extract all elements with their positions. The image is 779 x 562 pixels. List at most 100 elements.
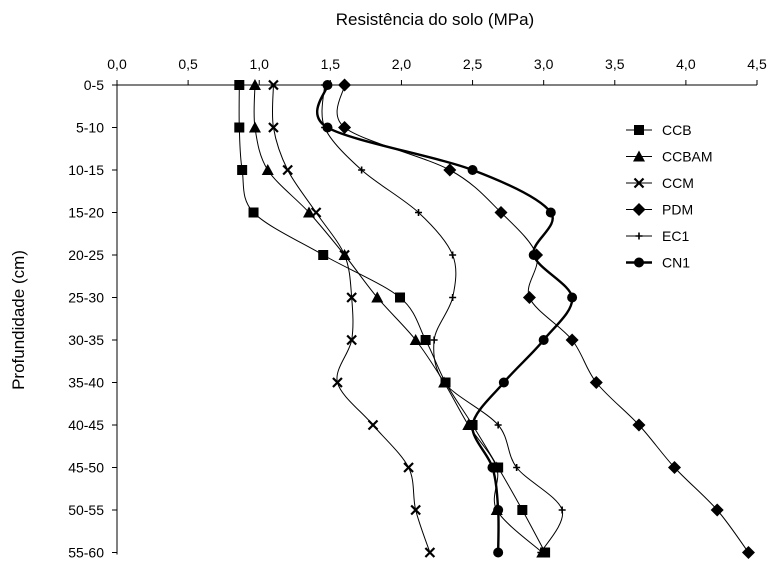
data-point-ccm [346, 334, 357, 346]
x-axis-title: Resistência do solo (MPa) [336, 10, 534, 29]
data-point-cn1 [538, 335, 549, 345]
data-point-cn1 [528, 250, 539, 260]
data-point-cn1 [493, 547, 504, 558]
series-line-ec1 [321, 84, 563, 553]
series-line-ccm [271, 84, 431, 553]
legend-item-ccm: CCM [626, 175, 694, 191]
y-tick-label: 15-20 [68, 205, 104, 221]
legend-marker-pdm [632, 203, 646, 216]
data-point-pdm [338, 78, 352, 92]
data-point-pdm [710, 503, 724, 517]
data-point-ccb [234, 80, 245, 90]
plot-area: 0,0 0,5 1,0 1,5 2,0 2,5 3,0 3,5 4,0 4,5 0-5 5-10 10-… [68, 56, 767, 561]
data-point-ccm [310, 207, 322, 218]
data-point-ec1 [449, 251, 457, 259]
x-tick-label: 3,5 [605, 56, 625, 72]
legend-label-ccm: CCM [662, 175, 694, 191]
data-point-ec1 [513, 464, 521, 471]
data-point-pdm [443, 163, 457, 177]
data-point-ccm [346, 292, 357, 303]
y-tick-label: 50-55 [68, 502, 104, 518]
data-point-ccb [318, 250, 329, 260]
series-cn1 [315, 80, 578, 558]
legend-item-pdm: PDM [626, 202, 693, 218]
data-point-ec1 [449, 294, 457, 301]
data-point-ec1 [358, 166, 366, 174]
x-tick-label: 2,5 [463, 56, 483, 72]
data-point-ccm [332, 377, 343, 388]
data-point-ccb [517, 505, 528, 515]
data-point-ccb [395, 292, 406, 303]
y-tick-label: 20-25 [68, 247, 104, 263]
data-point-ccbam [261, 164, 274, 175]
data-point-ccbam [248, 121, 261, 133]
data-point-pdm [668, 461, 682, 474]
x-tick-label: 0,5 [178, 56, 198, 72]
data-point-ccb [237, 165, 248, 175]
data-point-ccm [339, 249, 350, 261]
data-point-pdm [494, 206, 508, 219]
series-line-ccbam [253, 84, 543, 553]
data-point-ec1 [415, 209, 423, 216]
data-point-pdm [632, 418, 646, 432]
y-tick-label: 45-50 [68, 460, 104, 476]
legend-item-ccb: CCB [626, 122, 692, 138]
data-point-pdm [589, 376, 603, 389]
y-axis-title: Profundidade (cm) [9, 250, 28, 390]
y-tick-label: 5-10 [76, 120, 104, 136]
legend-item-ec1: EC1 [626, 228, 689, 244]
data-point-ec1 [440, 379, 448, 386]
legend-marker-cn1 [634, 257, 644, 268]
data-point-cn1 [493, 505, 504, 515]
data-point-ccbam [303, 206, 315, 218]
data-point-pdm [522, 291, 536, 304]
legend-label-ec1: EC1 [662, 228, 689, 244]
legend-marker-ccbam [633, 150, 645, 162]
x-tick-label: 2,0 [392, 56, 412, 72]
data-point-cn1 [322, 80, 333, 90]
data-point-ccm [424, 547, 436, 558]
x-tick-label: 3,0 [534, 56, 554, 72]
series-line-ccb [238, 84, 546, 553]
legend-item-cn1: CN1 [626, 255, 690, 271]
y-tick-label: 55-60 [68, 545, 104, 561]
data-point-ccm [403, 462, 414, 473]
series-ccm [268, 79, 436, 558]
data-point-ccm [268, 122, 279, 133]
x-tick-label: 4,5 [747, 56, 767, 72]
legend-marker-ccb [634, 125, 644, 135]
data-point-ccm [282, 164, 293, 176]
legend-marker-ccm [633, 177, 645, 189]
y-tick-label: 30-35 [68, 332, 104, 348]
data-point-cn1 [545, 207, 556, 218]
data-point-cn1 [322, 122, 333, 133]
data-point-ccb [420, 335, 431, 345]
x-tick-label: 4,0 [676, 56, 696, 72]
data-point-ec1 [494, 421, 502, 429]
y-tick-label: 40-45 [68, 417, 104, 433]
data-point-cn1 [567, 292, 578, 303]
legend-label-cn1: CN1 [662, 255, 690, 271]
data-point-ccbam [248, 79, 261, 90]
x-tick-label: 1,5 [321, 56, 341, 72]
data-point-pdm [565, 333, 579, 347]
legend-marker-ec1 [635, 232, 643, 240]
y-tick-label: 10-15 [68, 162, 104, 178]
data-point-ec1 [430, 336, 438, 344]
data-point-ccb [234, 122, 245, 133]
data-point-ec1 [537, 549, 545, 556]
data-point-cn1 [498, 377, 509, 388]
y-tick-label: 25-30 [68, 290, 104, 306]
legend-item-ccbam: CCBAM [626, 149, 713, 165]
data-point-ccm [367, 419, 379, 431]
data-point-cn1 [487, 462, 498, 473]
data-point-pdm [741, 546, 755, 559]
y-tick-label: 35-40 [68, 375, 104, 391]
data-point-ccm [268, 79, 279, 91]
y-tick-label: 0-5 [84, 77, 104, 93]
data-point-ccm [410, 504, 421, 516]
legend-label-ccb: CCB [662, 122, 692, 138]
series-ec1 [321, 81, 566, 556]
x-tick-label: 0,0 [107, 56, 127, 72]
data-point-ccbam [371, 291, 384, 303]
